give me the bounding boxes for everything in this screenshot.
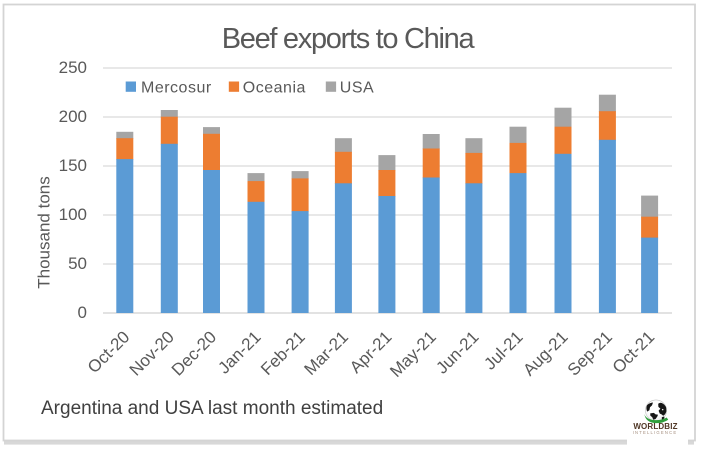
svg-text:0: 0 — [78, 303, 87, 322]
svg-text:100: 100 — [59, 205, 87, 224]
svg-text:WORLDBIZ: WORLDBIZ — [633, 422, 677, 431]
svg-text:INTELLIGENCE: INTELLIGENCE — [633, 430, 678, 435]
svg-text:200: 200 — [59, 107, 87, 126]
svg-text:150: 150 — [59, 156, 87, 175]
svg-text:Argentina and USA last month e: Argentina and USA last month estimated — [41, 398, 383, 419]
svg-text:Beef exports to China: Beef exports to China — [222, 23, 476, 55]
svg-text:USA: USA — [340, 80, 374, 97]
svg-text:50: 50 — [68, 254, 87, 273]
svg-text:Mercosur: Mercosur — [141, 80, 212, 97]
svg-text:Thousand tons: Thousand tons — [35, 176, 54, 288]
svg-text:250: 250 — [59, 58, 87, 77]
svg-text:Oceania: Oceania — [243, 80, 306, 97]
